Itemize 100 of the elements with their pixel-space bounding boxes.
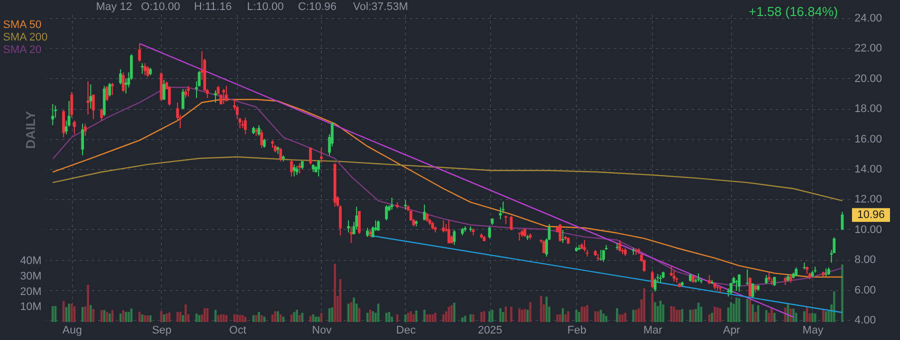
candlestick	[558, 223, 562, 242]
bar	[160, 311, 162, 322]
x-tick-label: Mar	[643, 324, 663, 336]
bar	[714, 306, 716, 322]
bar	[396, 314, 398, 322]
bar	[258, 312, 260, 322]
bar	[92, 308, 95, 322]
bar	[618, 314, 621, 322]
bar	[314, 316, 318, 322]
bar	[643, 288, 646, 322]
candlestick	[599, 249, 602, 262]
bar	[236, 314, 238, 322]
bar	[746, 299, 748, 322]
candlestick	[561, 230, 564, 244]
x-tick-label: Apr	[722, 324, 740, 336]
bar	[222, 314, 225, 322]
bar	[162, 314, 166, 322]
candlestick	[73, 120, 76, 135]
y-tick-label: 20.00	[854, 72, 882, 85]
candlestick	[86, 80, 90, 116]
text: 10.96	[857, 209, 885, 221]
bar	[318, 316, 320, 322]
bar	[521, 310, 524, 322]
bar	[204, 308, 206, 322]
y-tick-label: 24.00	[854, 12, 882, 24]
bar	[122, 310, 124, 322]
bar	[244, 316, 246, 322]
bar	[206, 308, 208, 322]
bar	[331, 307, 334, 322]
candlestick	[350, 226, 353, 244]
text: O:10.00	[141, 1, 180, 13]
candlestick	[672, 270, 676, 282]
bar	[138, 312, 141, 322]
annotation: +1.58 (16.84%)	[748, 4, 838, 19]
candlestick	[618, 239, 622, 252]
candlestick	[238, 117, 242, 129]
bar	[748, 299, 752, 322]
candlestick	[366, 227, 369, 238]
bar	[526, 310, 529, 322]
bar	[765, 310, 768, 322]
x-tick-label: Feb	[567, 324, 586, 336]
bar	[540, 296, 542, 322]
bar	[434, 312, 436, 322]
bar	[369, 310, 372, 322]
bar	[716, 307, 719, 322]
candlestick	[650, 270, 654, 289]
bar	[654, 302, 656, 322]
bar	[290, 314, 293, 322]
bar	[168, 312, 170, 322]
candlestick	[751, 282, 754, 298]
bar	[442, 314, 445, 322]
candlestick	[119, 68, 122, 85]
candlestick	[51, 104, 54, 126]
y-tick-label: 4.00	[854, 314, 876, 327]
candlestick	[292, 164, 296, 178]
bar	[634, 310, 638, 322]
bar	[407, 312, 410, 322]
candlestick	[214, 90, 217, 104]
bar	[752, 304, 754, 322]
bar	[103, 310, 106, 322]
bar	[62, 301, 65, 322]
candlestick	[92, 94, 95, 120]
bar	[100, 310, 103, 322]
bar	[252, 315, 255, 322]
bar	[735, 297, 738, 322]
bar	[312, 314, 314, 322]
bar	[198, 315, 200, 322]
candlestick	[186, 85, 190, 97]
text: H:11.16	[194, 1, 232, 13]
text: SMA 20	[3, 44, 42, 56]
candlestick	[144, 62, 146, 76]
bar	[803, 311, 806, 322]
y-tick-label: 6.00	[854, 284, 876, 296]
candlestick	[260, 129, 264, 148]
candlestick	[162, 79, 166, 100]
bar	[298, 315, 301, 322]
bar	[676, 310, 678, 322]
x-tick-label: 2025	[478, 324, 502, 336]
candlestick	[320, 147, 323, 164]
candlestick	[182, 88, 184, 110]
bar	[624, 312, 626, 322]
bar	[545, 296, 548, 322]
bar	[453, 302, 456, 322]
bar	[280, 314, 282, 322]
candlestick	[654, 278, 656, 292]
bar	[586, 305, 588, 322]
bar	[412, 314, 415, 322]
candlestick	[279, 147, 282, 162]
candlestick	[518, 232, 521, 242]
bar	[260, 315, 263, 322]
bar	[195, 314, 198, 322]
y2-tick-label: 40M	[20, 255, 42, 268]
candlestick	[385, 204, 388, 221]
bar	[575, 310, 578, 322]
bar	[529, 302, 532, 322]
bar	[472, 314, 474, 322]
bar	[339, 279, 342, 322]
candlestick	[347, 220, 350, 233]
candlestick	[81, 123, 84, 156]
bar	[217, 315, 220, 322]
